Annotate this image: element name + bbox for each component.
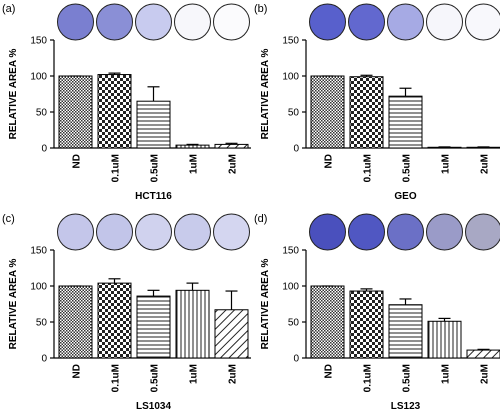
x-tick-label: 2uM bbox=[228, 364, 239, 384]
well-image bbox=[426, 213, 463, 251]
bar bbox=[310, 285, 345, 359]
bar bbox=[466, 349, 500, 359]
y-tick-label: 150 bbox=[30, 246, 47, 257]
x-tick-label: 0.5uM bbox=[402, 154, 413, 182]
bar bbox=[214, 309, 249, 359]
x-tick-label: 0.5uM bbox=[150, 154, 161, 182]
y-axis-label: RELATIVE AREA % bbox=[8, 49, 19, 140]
well-image bbox=[57, 213, 94, 251]
y-tick-label: 0 bbox=[293, 354, 299, 365]
y-tick-label: 50 bbox=[288, 108, 300, 119]
x-tick-label: ND bbox=[324, 154, 335, 168]
well-image bbox=[309, 3, 346, 41]
bar bbox=[214, 143, 249, 149]
y-tick-label: 100 bbox=[30, 72, 47, 83]
well-image bbox=[213, 213, 250, 251]
well-image bbox=[348, 3, 385, 41]
y-tick-label: 100 bbox=[282, 72, 299, 83]
well-image bbox=[213, 3, 250, 41]
bar bbox=[58, 285, 93, 359]
bar bbox=[388, 95, 423, 149]
x-axis-label: GEO bbox=[394, 191, 416, 202]
well-image bbox=[57, 3, 94, 41]
y-tick-label: 0 bbox=[41, 354, 47, 365]
well-image bbox=[96, 3, 133, 41]
x-tick-label: ND bbox=[324, 364, 335, 378]
panel-label: (d) bbox=[254, 213, 267, 225]
bar bbox=[349, 290, 384, 359]
x-tick-label: 0.1uM bbox=[111, 364, 122, 392]
x-axis-label: LS123 bbox=[391, 401, 421, 412]
bar bbox=[175, 289, 210, 359]
x-tick-label: 1uM bbox=[441, 154, 452, 174]
bar bbox=[97, 74, 132, 149]
y-axis-label: RELATIVE AREA % bbox=[260, 49, 271, 140]
x-tick-label: 1uM bbox=[441, 364, 452, 384]
bar bbox=[427, 320, 462, 359]
well-image bbox=[174, 213, 211, 251]
panel-label: (a) bbox=[2, 3, 15, 15]
y-tick-label: 150 bbox=[282, 246, 299, 257]
panel-label: (c) bbox=[2, 213, 15, 225]
x-tick-label: 1uM bbox=[189, 364, 200, 384]
y-tick-label: 0 bbox=[293, 144, 299, 155]
y-tick-label: 150 bbox=[30, 36, 47, 47]
well-image bbox=[348, 213, 385, 251]
x-tick-label: 2uM bbox=[480, 154, 491, 174]
bar bbox=[310, 75, 345, 149]
bar bbox=[136, 295, 171, 359]
well-image bbox=[465, 3, 500, 41]
bar bbox=[58, 75, 93, 149]
x-tick-label: 0.5uM bbox=[402, 364, 413, 392]
y-tick-label: 100 bbox=[30, 282, 47, 293]
well-image bbox=[309, 213, 346, 251]
x-tick-label: 0.1uM bbox=[363, 364, 374, 392]
well-image bbox=[96, 213, 133, 251]
x-tick-label: 0.1uM bbox=[111, 154, 122, 182]
well-image bbox=[387, 213, 424, 251]
y-tick-label: 50 bbox=[288, 318, 300, 329]
y-tick-label: 0 bbox=[41, 144, 47, 155]
bar bbox=[175, 144, 210, 149]
well-image bbox=[465, 213, 500, 251]
bar bbox=[97, 282, 132, 359]
well-image bbox=[426, 3, 463, 41]
well-image bbox=[174, 3, 211, 41]
y-axis-label: RELATIVE AREA % bbox=[260, 259, 271, 350]
bar bbox=[388, 304, 423, 359]
x-tick-label: ND bbox=[72, 364, 83, 378]
y-tick-label: 100 bbox=[282, 282, 299, 293]
x-tick-label: ND bbox=[72, 154, 83, 168]
y-tick-label: 150 bbox=[282, 36, 299, 47]
x-tick-label: 1uM bbox=[189, 154, 200, 174]
well-image bbox=[135, 3, 172, 41]
x-axis-label: HCT116 bbox=[135, 191, 172, 202]
bar bbox=[136, 100, 171, 149]
x-tick-label: 0.5uM bbox=[150, 364, 161, 392]
panel-label: (b) bbox=[254, 3, 267, 15]
y-axis-label: RELATIVE AREA % bbox=[8, 259, 19, 350]
x-tick-label: 2uM bbox=[228, 154, 239, 174]
bar bbox=[349, 76, 384, 149]
y-tick-label: 50 bbox=[36, 108, 48, 119]
well-image bbox=[387, 3, 424, 41]
x-tick-label: 0.1uM bbox=[363, 154, 374, 182]
x-tick-label: 2uM bbox=[480, 364, 491, 384]
y-tick-label: 50 bbox=[36, 318, 48, 329]
well-image bbox=[135, 213, 172, 251]
x-axis-label: LS1034 bbox=[136, 401, 171, 412]
